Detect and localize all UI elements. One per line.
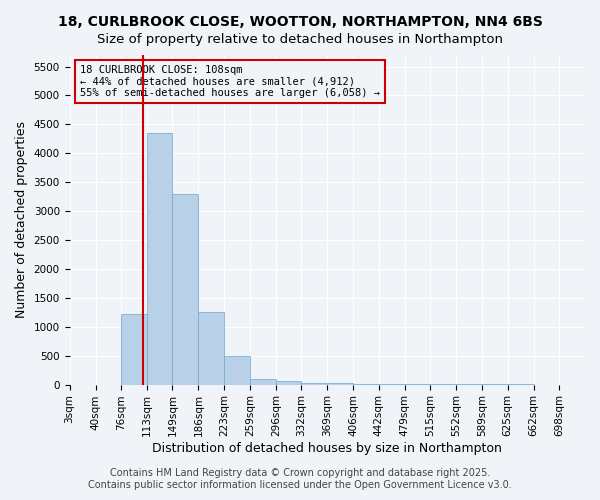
Bar <box>199 312 224 384</box>
Bar <box>172 194 199 384</box>
Bar <box>301 382 327 384</box>
Bar <box>276 382 301 384</box>
Text: Size of property relative to detached houses in Northampton: Size of property relative to detached ho… <box>97 32 503 46</box>
Bar <box>224 356 250 384</box>
Bar <box>327 383 353 384</box>
Y-axis label: Number of detached properties: Number of detached properties <box>15 122 28 318</box>
Bar <box>121 314 147 384</box>
Bar <box>147 133 172 384</box>
X-axis label: Distribution of detached houses by size in Northampton: Distribution of detached houses by size … <box>152 442 502 455</box>
Text: Contains HM Land Registry data © Crown copyright and database right 2025.
Contai: Contains HM Land Registry data © Crown c… <box>88 468 512 490</box>
Text: 18 CURLBROOK CLOSE: 108sqm
← 44% of detached houses are smaller (4,912)
55% of s: 18 CURLBROOK CLOSE: 108sqm ← 44% of deta… <box>80 65 380 98</box>
Text: 18, CURLBROOK CLOSE, WOOTTON, NORTHAMPTON, NN4 6BS: 18, CURLBROOK CLOSE, WOOTTON, NORTHAMPTO… <box>58 15 542 29</box>
Bar <box>250 380 276 384</box>
